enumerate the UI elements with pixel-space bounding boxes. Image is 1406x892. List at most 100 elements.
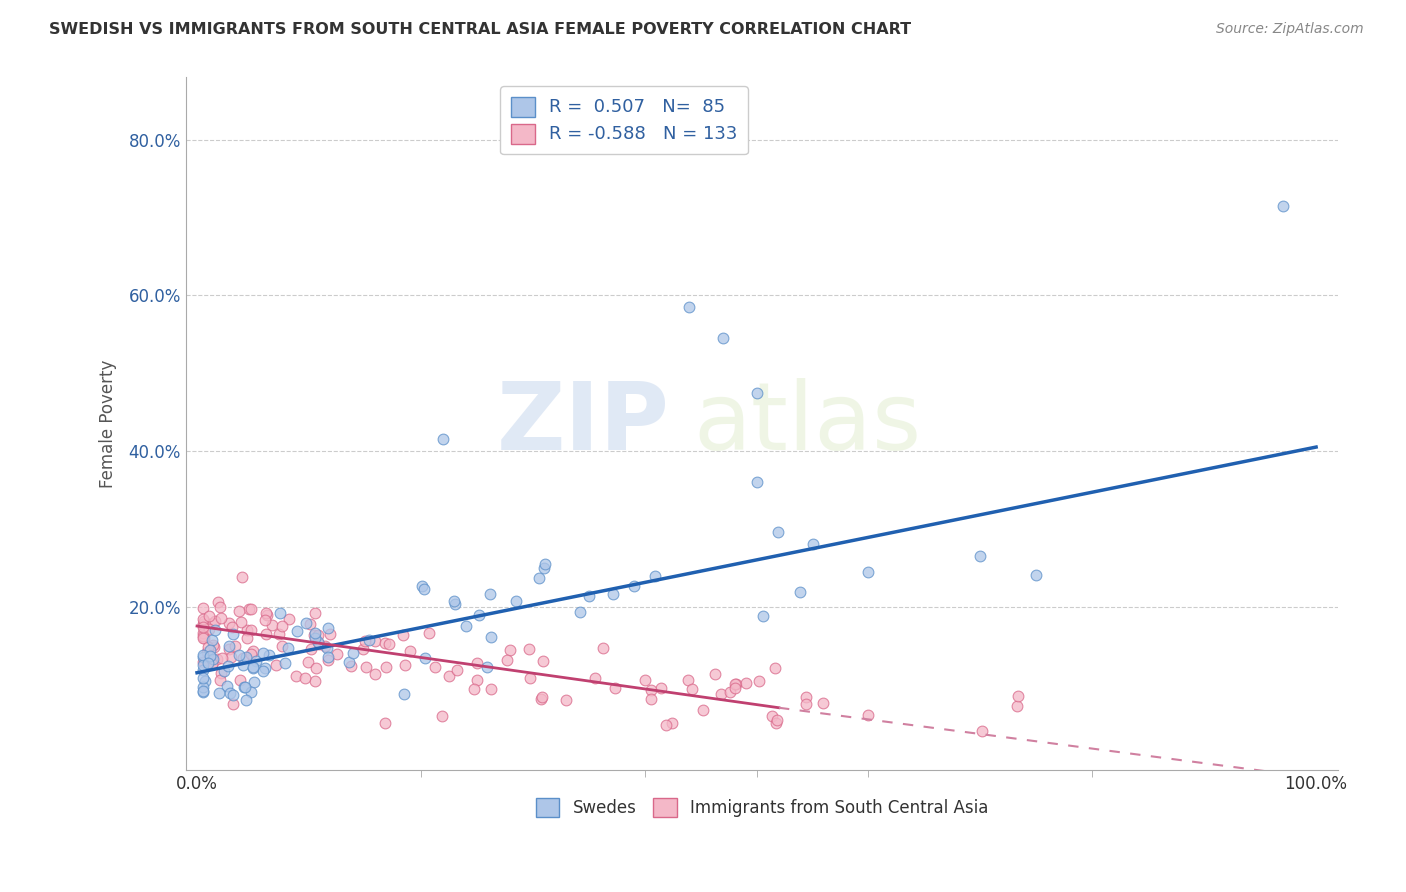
Point [253, 613, 276, 627]
Point [218, 640, 240, 654]
Point [204, 624, 226, 638]
Point [294, 671, 316, 685]
Point [257, 648, 280, 663]
Point [704, 667, 727, 681]
Point [243, 674, 266, 689]
Point [465, 673, 488, 687]
Point [650, 681, 672, 696]
Point [197, 645, 219, 659]
Point [304, 625, 326, 640]
Y-axis label: Female Poverty: Female Poverty [100, 359, 117, 488]
Point [271, 619, 294, 633]
Point [363, 633, 385, 648]
Point [605, 681, 627, 695]
Point [463, 681, 485, 696]
Point [219, 649, 242, 664]
Point [578, 589, 600, 603]
Point [465, 657, 488, 671]
Point [337, 655, 360, 669]
Point [193, 614, 215, 628]
Point [724, 681, 747, 695]
Point [232, 651, 254, 665]
Point [623, 579, 645, 593]
Point [1025, 568, 1047, 582]
Point [319, 627, 342, 641]
Point [745, 475, 768, 489]
Point [432, 432, 454, 446]
Point [356, 659, 378, 673]
Point [423, 660, 446, 674]
Point [193, 631, 215, 645]
Point [316, 650, 339, 665]
Point [217, 658, 239, 673]
Point [530, 692, 553, 706]
Point [761, 709, 783, 723]
Text: ZIP: ZIP [498, 377, 669, 470]
Point [201, 616, 224, 631]
Point [191, 657, 214, 672]
Point [254, 627, 277, 641]
Point [233, 680, 256, 694]
Point [374, 636, 396, 650]
Point [479, 630, 502, 644]
Point [801, 537, 824, 551]
Point [224, 639, 246, 653]
Point [201, 657, 224, 671]
Point [748, 673, 770, 688]
Point [240, 647, 263, 661]
Point [285, 624, 308, 639]
Point [430, 708, 453, 723]
Point [533, 561, 555, 575]
Point [194, 673, 217, 688]
Point [229, 615, 252, 629]
Legend: Swedes, Immigrants from South Central Asia: Swedes, Immigrants from South Central As… [530, 791, 995, 824]
Point [197, 608, 219, 623]
Point [269, 606, 291, 620]
Point [235, 650, 257, 665]
Point [413, 582, 436, 596]
Point [214, 664, 236, 678]
Point [242, 644, 264, 658]
Point [661, 716, 683, 731]
Point [752, 609, 775, 624]
Point [655, 718, 678, 732]
Point [284, 668, 307, 682]
Point [970, 724, 993, 739]
Point [479, 587, 502, 601]
Point [298, 616, 321, 631]
Point [232, 657, 254, 672]
Point [198, 648, 221, 663]
Point [297, 655, 319, 669]
Point [530, 690, 553, 704]
Point [325, 647, 347, 661]
Point [231, 570, 253, 584]
Point [304, 606, 326, 620]
Point [856, 708, 879, 723]
Point [763, 661, 786, 675]
Point [354, 634, 377, 648]
Point [308, 636, 330, 650]
Point [443, 594, 465, 608]
Point [602, 586, 624, 600]
Point [191, 685, 214, 699]
Point [398, 643, 420, 657]
Point [254, 661, 277, 675]
Point [191, 656, 214, 670]
Point [437, 669, 460, 683]
Point [197, 656, 219, 670]
Point [352, 642, 374, 657]
Point [239, 685, 262, 699]
Point [640, 683, 662, 698]
Point [676, 673, 699, 687]
Point [260, 617, 283, 632]
Point [191, 632, 214, 646]
Point [299, 642, 322, 657]
Point [446, 663, 468, 677]
Point [228, 648, 250, 662]
Point [252, 665, 274, 679]
Point [316, 621, 339, 635]
Point [191, 648, 214, 662]
Point [236, 631, 259, 645]
Point [794, 690, 817, 704]
Point [191, 671, 214, 685]
